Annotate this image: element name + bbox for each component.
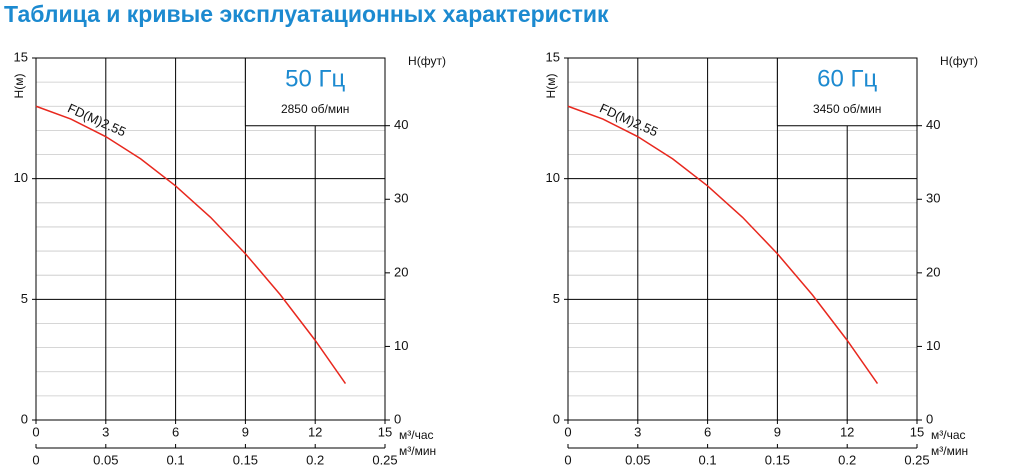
y-axis-label: Н(м) xyxy=(544,74,558,99)
y-tick-label: 10 xyxy=(14,170,28,185)
curve xyxy=(567,105,879,384)
y2-tick-label: 40 xyxy=(926,117,940,132)
chart-title: 60 Гц xyxy=(817,65,877,92)
x-axis-label: м³/час xyxy=(931,428,966,442)
y-axis-label: Н(м) xyxy=(12,74,26,99)
x-tick-label: 9 xyxy=(242,424,249,439)
chart-title: 50 Гц xyxy=(285,65,345,92)
y2-axis-label: Н(фут) xyxy=(408,54,446,68)
page-title: Таблица и кривые эксплуатационных характ… xyxy=(4,1,609,27)
x2-tick-label: 0 xyxy=(32,452,39,467)
y2-tick-label: 30 xyxy=(394,191,408,206)
y-tick-label: 0 xyxy=(553,411,560,426)
chart-subtitle: 2850 об/мин xyxy=(281,102,350,116)
x2-tick-label: 0.15 xyxy=(233,452,258,467)
x-tick-label: 3 xyxy=(102,424,109,439)
x-tick-label: 3 xyxy=(634,424,641,439)
x2-tick-label: 0.1 xyxy=(699,452,717,467)
x-tick-label: 12 xyxy=(308,424,322,439)
x2-tick-label: 0.1 xyxy=(167,452,185,467)
y2-tick-label: 40 xyxy=(394,117,408,132)
x-tick-label: 12 xyxy=(840,424,854,439)
x-tick-label: 15 xyxy=(378,424,392,439)
y2-tick-label: 30 xyxy=(926,191,940,206)
x-tick-label: 0 xyxy=(564,424,571,439)
x-tick-label: 6 xyxy=(704,424,711,439)
y-tick-label: 0 xyxy=(21,411,28,426)
x2-tick-label: 0.2 xyxy=(838,452,856,467)
chart-subtitle: 3450 об/мин xyxy=(813,102,882,116)
y2-tick-label: 0 xyxy=(926,411,933,426)
x-tick-label: 0 xyxy=(32,424,39,439)
x2-tick-label: 0.05 xyxy=(625,452,650,467)
info-box xyxy=(245,58,385,126)
x2-tick-label: 0.15 xyxy=(765,452,790,467)
y-tick-label: 5 xyxy=(21,291,28,306)
y2-tick-label: 0 xyxy=(394,411,401,426)
y-tick-label: 5 xyxy=(553,291,560,306)
x-tick-label: 9 xyxy=(774,424,781,439)
y2-tick-label: 20 xyxy=(926,264,940,279)
x2-tick-label: 0 xyxy=(564,452,571,467)
x2-axis-label: м³/мин xyxy=(931,444,968,458)
y2-tick-label: 10 xyxy=(926,338,940,353)
y-tick-label: 10 xyxy=(546,170,560,185)
x2-axis-label: м³/мин xyxy=(399,444,436,458)
y2-axis-label: Н(фут) xyxy=(940,54,978,68)
y-tick-label: 15 xyxy=(14,49,28,64)
x2-tick-label: 0.05 xyxy=(93,452,118,467)
x-tick-label: 15 xyxy=(910,424,924,439)
x2-tick-label: 0.25 xyxy=(372,452,397,467)
x2-tick-label: 0.2 xyxy=(306,452,324,467)
x-tick-label: 6 xyxy=(172,424,179,439)
info-box xyxy=(777,58,917,126)
plot-frame xyxy=(567,57,918,421)
y2-tick-label: 10 xyxy=(394,338,408,353)
y-tick-label: 15 xyxy=(546,49,560,64)
y2-tick-label: 20 xyxy=(394,264,408,279)
x-axis-label: м³/час xyxy=(399,428,434,442)
curve xyxy=(35,105,347,384)
plot-frame xyxy=(35,57,386,421)
x2-tick-label: 0.25 xyxy=(904,452,929,467)
